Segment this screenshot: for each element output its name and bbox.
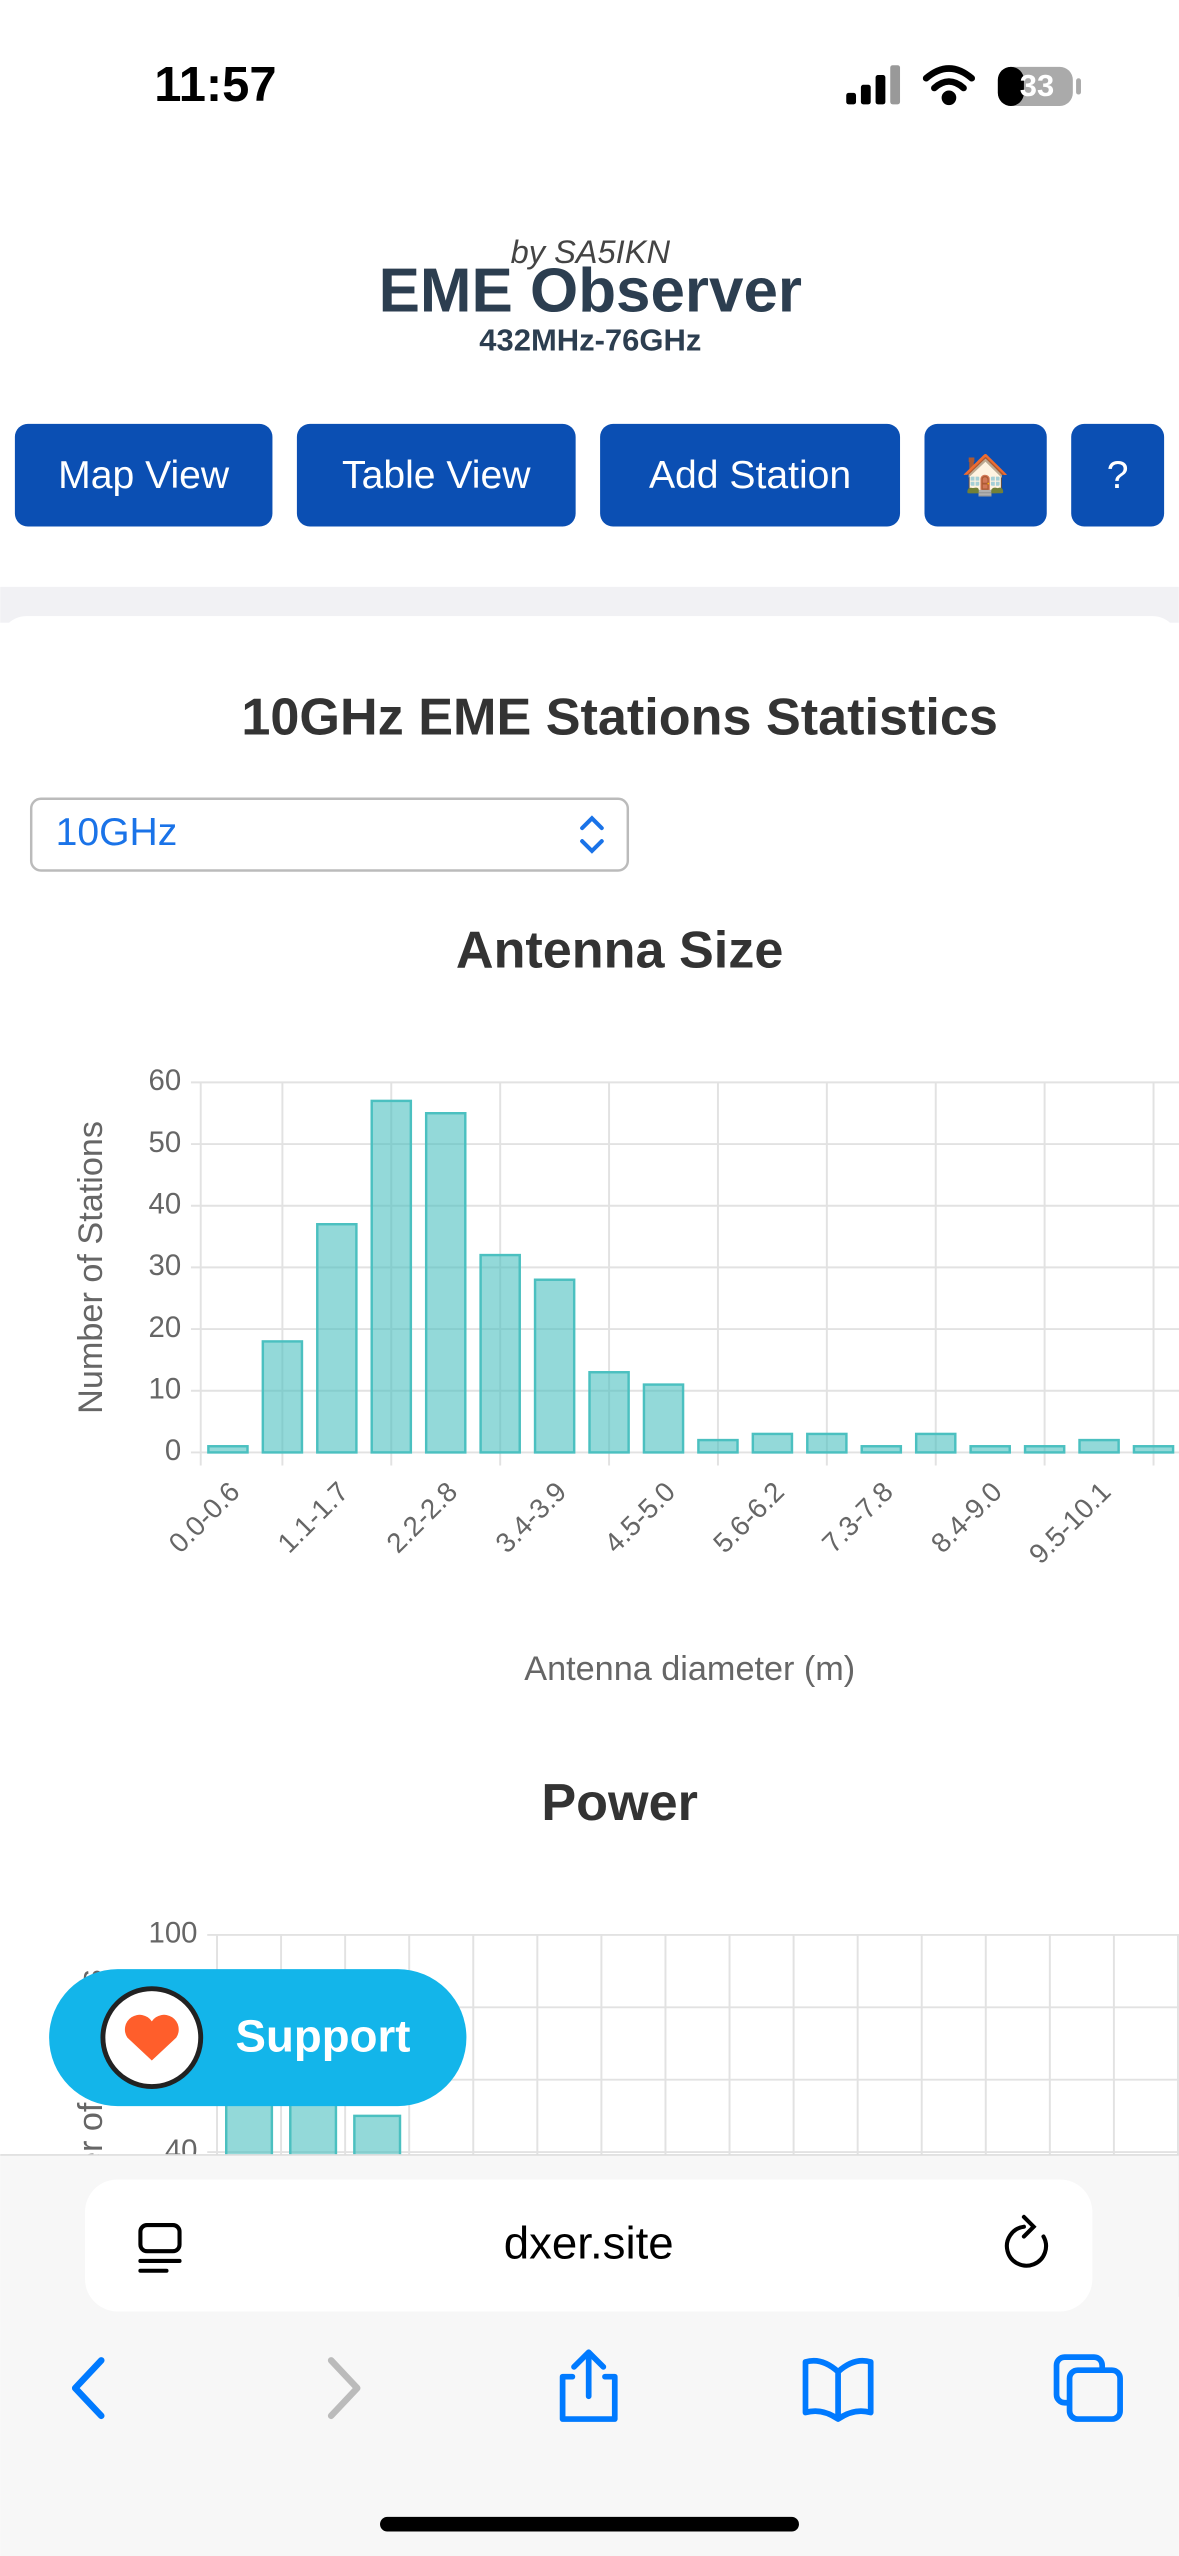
nav-button-label[interactable]: Table View xyxy=(342,454,531,497)
bar xyxy=(479,1253,521,1454)
nav-button-bg[interactable] xyxy=(600,423,901,527)
y-tick-label: 0 xyxy=(165,1434,181,1467)
wifi-icon xyxy=(922,65,976,106)
bar xyxy=(806,1432,848,1454)
bar xyxy=(261,1340,304,1454)
bar xyxy=(316,1223,358,1454)
byline: by SA5IKN xyxy=(511,233,671,270)
nav-button-label[interactable]: Map View xyxy=(58,454,230,497)
nav-bar: Map View Table View Add Station 🏠? xyxy=(14,423,1165,527)
bar xyxy=(533,1278,576,1454)
support-button[interactable]: Support xyxy=(49,1969,467,2107)
bar xyxy=(207,1445,249,1454)
back-icon[interactable] xyxy=(71,2357,105,2420)
bar xyxy=(588,1371,630,1454)
x-axis-label: Antenna diameter (m) xyxy=(524,1650,855,1688)
chart-title: Antenna Size xyxy=(456,921,783,979)
band-select[interactable]: 10GHz xyxy=(29,797,630,872)
chart-title: Power xyxy=(541,1774,698,1832)
select-box[interactable] xyxy=(29,797,630,872)
nav-button[interactable]: ? xyxy=(1071,423,1165,527)
home-indicator xyxy=(380,2516,799,2532)
bar xyxy=(969,1445,1011,1454)
y-tick-label: 60 xyxy=(149,1064,182,1097)
reload-icon[interactable] xyxy=(1004,2214,1049,2268)
y-tick-label: 30 xyxy=(149,1249,182,1282)
bar xyxy=(424,1112,467,1454)
select-arrows xyxy=(580,815,604,854)
bar xyxy=(860,1445,903,1454)
bar xyxy=(1132,1445,1175,1454)
nav-button-bg[interactable] xyxy=(14,423,273,527)
bookmarks-icon[interactable] xyxy=(802,2357,874,2422)
nav-button[interactable]: 🏠 xyxy=(924,423,1047,527)
nav-button-bg[interactable] xyxy=(1071,423,1165,527)
nav-button-bg[interactable] xyxy=(924,423,1047,527)
tabs-menu-icon[interactable] xyxy=(138,2223,182,2273)
signal-icon xyxy=(846,65,901,105)
nav-button[interactable]: Table View xyxy=(296,423,576,527)
support-label[interactable]: Support xyxy=(236,2010,411,2061)
site-subtitle: 432MHz-76GHz xyxy=(479,323,701,358)
site-title: EME Observer xyxy=(379,256,802,325)
nav-button-bg[interactable] xyxy=(296,423,576,527)
clock: 11:57 xyxy=(154,58,276,112)
bar xyxy=(914,1432,957,1454)
nav-button-label[interactable]: 🏠 xyxy=(961,453,1010,497)
forward-icon[interactable] xyxy=(327,2357,361,2420)
select-value[interactable]: 10GHz xyxy=(56,811,178,854)
nav-button-label[interactable]: Add Station xyxy=(649,454,851,497)
nav-button[interactable]: Map View xyxy=(14,423,273,527)
y-tick-label: 20 xyxy=(149,1311,182,1344)
y-tick-label: 100 xyxy=(149,1917,198,1950)
battery-icon xyxy=(997,66,1081,106)
page-title: 10GHz EME Stations Statistics xyxy=(241,688,997,746)
battery-level: 33 xyxy=(1020,68,1054,103)
bar xyxy=(1023,1445,1066,1454)
tabs-icon[interactable] xyxy=(1053,2354,1123,2422)
bar xyxy=(370,1099,413,1454)
bar xyxy=(642,1383,685,1454)
nav-button-label[interactable]: ? xyxy=(1107,454,1129,497)
y-tick-label: 50 xyxy=(149,1126,182,1159)
y-tick-label: 10 xyxy=(149,1372,182,1405)
url[interactable]: dxer.site xyxy=(504,2217,674,2268)
y-tick-label: 40 xyxy=(149,1187,182,1220)
bar xyxy=(751,1432,794,1454)
share-icon[interactable] xyxy=(559,2349,618,2422)
y-axis-label: Number of Stations xyxy=(72,1121,110,1414)
bar xyxy=(1078,1438,1120,1454)
nav-button[interactable]: Add Station xyxy=(600,423,901,527)
bar xyxy=(697,1438,739,1454)
heart-icon xyxy=(124,2014,179,2061)
url-field[interactable] xyxy=(84,2179,1093,2312)
